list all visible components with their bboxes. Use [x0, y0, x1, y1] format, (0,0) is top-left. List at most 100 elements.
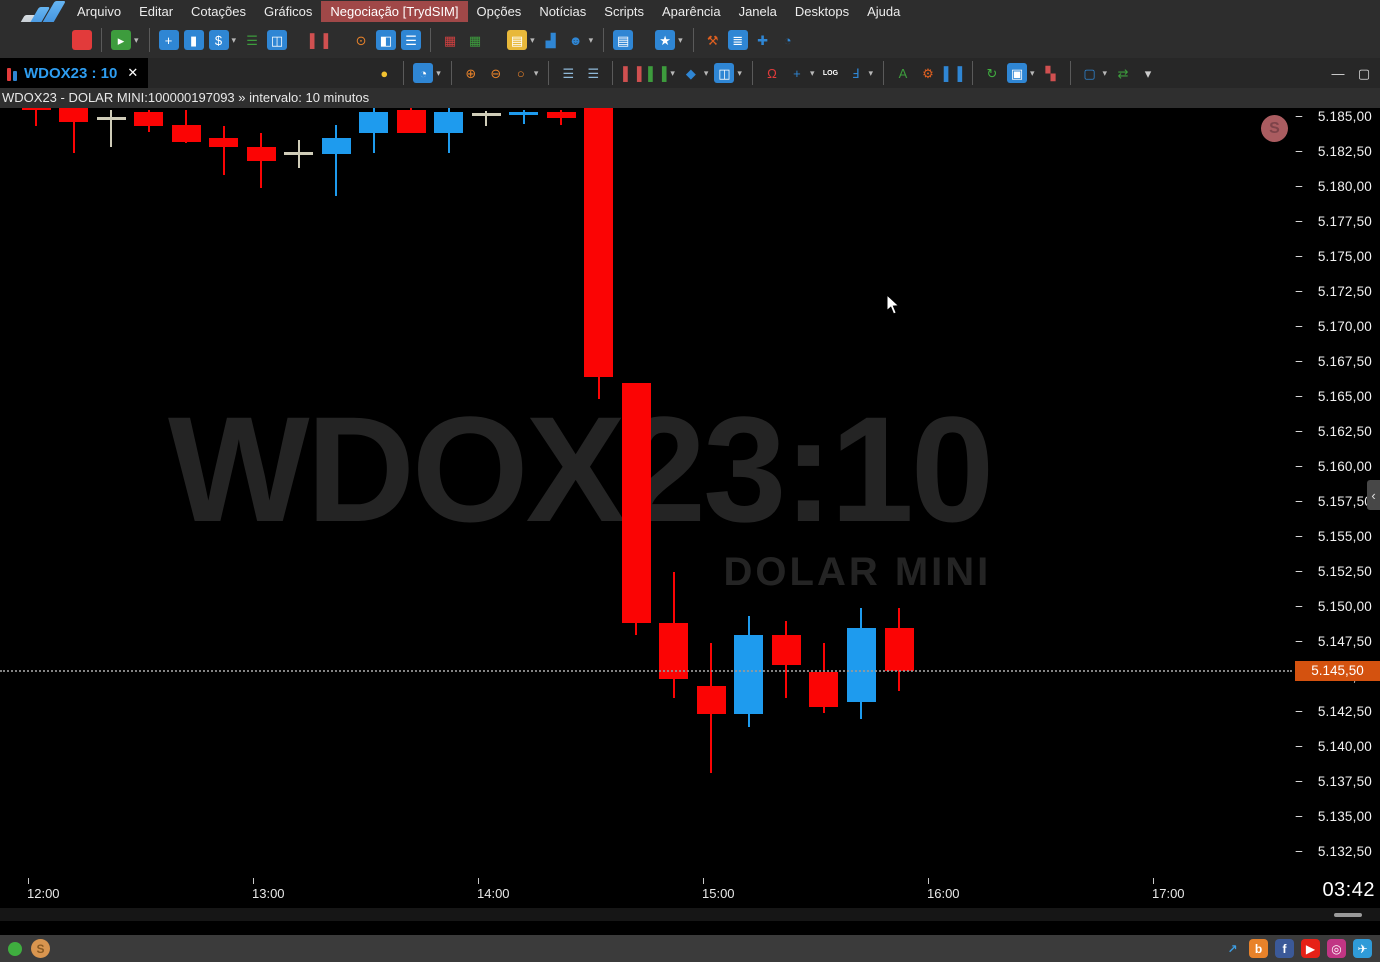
toolbar-separator — [612, 61, 614, 85]
candle-wick — [72, 108, 75, 153]
status-bar: S ↗ b f ▶ ◎ ✈ — [0, 935, 1380, 962]
candle-compare-icon[interactable]: ▌▐ — [648, 65, 667, 81]
candle-wick — [110, 109, 112, 148]
shapes-icon[interactable]: ◆ — [685, 65, 696, 81]
interval-clock-caret-icon[interactable]: ▾ — [436, 67, 441, 78]
replay-icon[interactable]: ▸ — [111, 30, 131, 50]
select-region-caret-icon[interactable]: ▾ — [1102, 67, 1108, 78]
folder-caret-icon[interactable]: ▾ — [530, 34, 535, 45]
tryd-link-icon[interactable]: ↗ — [1227, 941, 1238, 956]
layout-caret-icon[interactable]: ▾ — [737, 67, 742, 78]
favorites-db-caret-icon[interactable]: ▾ — [678, 34, 683, 45]
collapse-panel-chevron[interactable]: ‹ — [1367, 480, 1380, 510]
favorites-db-icon[interactable]: ★ — [655, 30, 676, 50]
new-board-icon[interactable]: + — [158, 30, 179, 50]
annotate-text-icon[interactable]: A — [898, 65, 908, 81]
crosshair-icon[interactable]: + — [793, 65, 801, 81]
candle-type-icon[interactable]: ▌▐ — [623, 65, 642, 81]
tab-close-icon[interactable]: ✕ — [127, 65, 139, 80]
price-axis-label: −5.155,00 — [1295, 529, 1372, 544]
axis-tick: − — [1295, 389, 1303, 404]
quote-board-icon[interactable]: ◧ — [376, 30, 397, 50]
menu-op-es[interactable]: Opções — [476, 3, 522, 19]
menu-editar[interactable]: Editar — [139, 3, 174, 19]
export-image-caret-icon[interactable]: ▾ — [1030, 67, 1035, 78]
chart-plot-area[interactable]: WDOX23:10 DOLAR MINI −5.185,00−5.182,50−… — [0, 108, 1380, 878]
tab-wdox23-10[interactable]: WDOX23 : 10 ✕ — [0, 58, 149, 88]
youtube-icon[interactable]: ▶ — [1301, 939, 1320, 958]
menu-arquivo[interactable]: Arquivo — [77, 3, 122, 19]
ranking-icon[interactable]: ☰ — [246, 32, 258, 48]
overflow-caret-icon[interactable]: ▾ — [1144, 65, 1152, 81]
instagram-icon[interactable]: ◎ — [1327, 939, 1346, 958]
menu-ajuda[interactable]: Ajuda — [867, 3, 901, 19]
mini-chart-icon[interactable]: ▌▐ — [943, 65, 963, 81]
crosshair-caret-icon[interactable]: ▾ — [809, 67, 815, 78]
export-image-icon[interactable]: ▣ — [1007, 63, 1027, 83]
zoom-reset-icon[interactable]: ○ — [516, 65, 525, 81]
indicator-remove-icon[interactable]: ☰ — [587, 65, 600, 81]
time-tick — [478, 878, 479, 884]
search-quotes-icon[interactable]: ⊙ — [355, 32, 367, 48]
price-axis-label: −5.177,50 — [1295, 214, 1372, 229]
candle-compare-caret-icon[interactable]: ▾ — [670, 67, 675, 78]
indicator-add-icon[interactable]: ☰ — [562, 65, 575, 81]
quote-list-icon[interactable]: ☰ — [401, 30, 422, 50]
chart-candles-icon[interactable]: ▌▐ — [309, 32, 329, 48]
zoom-reset-caret-icon[interactable]: ▾ — [533, 67, 539, 78]
magnet-icon[interactable]: Ω — [767, 65, 777, 81]
chart-scrollbar[interactable] — [0, 908, 1380, 921]
price-axis-label: −5.132,50 — [1295, 844, 1372, 859]
news-board-icon[interactable]: ▤ — [613, 30, 634, 50]
compress-icon[interactable]: ⇄ — [1117, 65, 1129, 81]
split-panel-icon[interactable]: ◫ — [267, 30, 288, 50]
facebook-icon[interactable]: f — [1275, 939, 1294, 958]
menu-desktops[interactable]: Desktops — [794, 3, 850, 19]
auction-hammer-icon[interactable]: ⚒ — [706, 32, 719, 48]
menu-negocia-o-trydsim[interactable]: Negociação [TrydSIM] — [321, 0, 468, 22]
times-trades-icon[interactable]: $ — [208, 30, 229, 50]
volume-bars-icon[interactable]: ▟ — [545, 32, 556, 48]
tip-bulb-icon[interactable]: ● — [380, 65, 389, 81]
menu-cota-es[interactable]: Cotações — [191, 3, 246, 19]
layout-icon[interactable]: ◫ — [714, 63, 735, 83]
order-book-icon[interactable]: ▮ — [183, 30, 204, 50]
grid-red-icon[interactable]: ▦ — [443, 32, 457, 48]
axis-tick: − — [1295, 774, 1303, 789]
candle-wick — [522, 109, 525, 124]
plugins-icon[interactable]: ✚ — [757, 32, 769, 48]
user-icon[interactable]: ☻ — [568, 32, 583, 48]
simulator-badge: S — [1261, 115, 1288, 142]
pause-icon[interactable] — [72, 30, 92, 50]
blog-icon[interactable]: b — [1249, 939, 1268, 958]
shapes-caret-icon[interactable]: ▾ — [703, 67, 709, 78]
menu-gr-ficos[interactable]: Gráficos — [263, 3, 313, 19]
folder-icon[interactable]: ▤ — [507, 30, 528, 50]
zoom-out-icon[interactable]: ⊖ — [490, 65, 502, 81]
scrollbar-handle[interactable] — [1334, 913, 1362, 917]
interval-clock-icon[interactable]: ◔ — [413, 63, 434, 83]
log-scale-icon[interactable]: LOG — [822, 69, 839, 77]
refresh-icon[interactable]: ↻ — [986, 65, 998, 81]
maximize-icon[interactable]: ▢ — [1357, 65, 1371, 81]
times-trades-caret-icon[interactable]: ▾ — [231, 34, 237, 45]
zoom-in-icon[interactable]: ⊕ — [465, 65, 477, 81]
menu-scripts[interactable]: Scripts — [604, 3, 645, 19]
menu-not-cias[interactable]: Notícias — [539, 3, 587, 19]
minimize-icon[interactable]: — — [1331, 65, 1345, 81]
wrench-icon[interactable]: Ⅎ — [851, 65, 860, 81]
wrench-caret-icon[interactable]: ▾ — [868, 67, 873, 78]
replay-caret-icon[interactable]: ▾ — [134, 34, 139, 45]
colors-icon[interactable]: ▚ — [1045, 65, 1056, 81]
menu-apar-ncia[interactable]: Aparência — [662, 3, 721, 19]
database-icon[interactable]: ≣ — [727, 30, 748, 50]
world-clock-icon[interactable]: ◔ — [783, 32, 792, 48]
user-caret-icon[interactable]: ▾ — [588, 34, 594, 45]
menu-janela[interactable]: Janela — [738, 3, 777, 19]
grid-green-icon[interactable]: ▦ — [468, 32, 482, 48]
candle-body-13:40 — [396, 109, 426, 134]
gear-icon[interactable]: ⚙ — [922, 65, 934, 81]
telegram-icon[interactable]: ✈ — [1353, 939, 1372, 958]
axis-tick: − — [1295, 844, 1303, 859]
select-region-icon[interactable]: ▢ — [1083, 65, 1096, 81]
